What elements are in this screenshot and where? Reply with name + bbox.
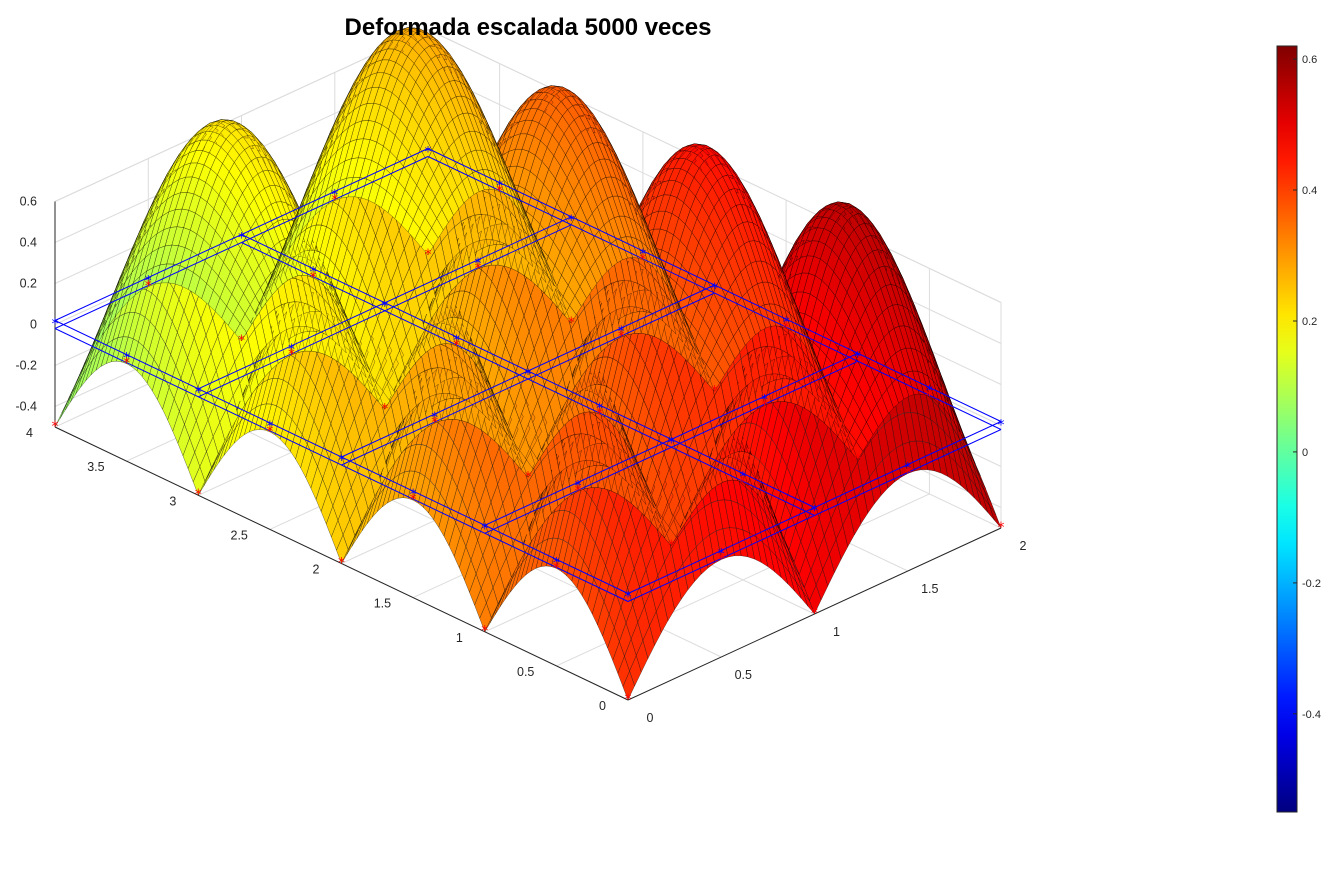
surface-plot <box>54 27 1002 701</box>
box-edge <box>54 29 429 202</box>
